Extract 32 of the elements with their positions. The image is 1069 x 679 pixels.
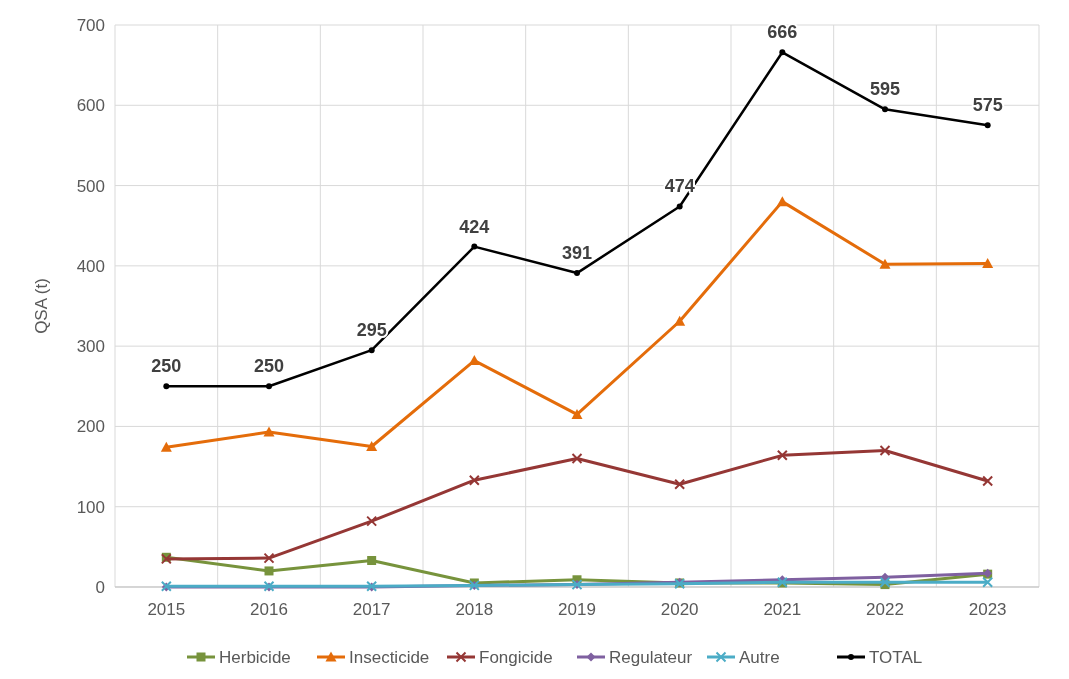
x-tick-label: 2023 (968, 600, 1007, 619)
y-tick-label: 100 (76, 497, 105, 517)
x-tick-label: 2019 (558, 600, 596, 619)
x-tick-label: 2017 (352, 600, 391, 619)
y-tick-label: 300 (76, 337, 105, 357)
data-label: 250 (151, 356, 182, 377)
y-tick-label: 600 (76, 96, 105, 116)
x-tick-label: 2018 (455, 600, 494, 619)
y-axis-title: QSA (t) (32, 278, 51, 334)
x-tick-label: 2021 (763, 600, 802, 619)
y-tick-label: 500 (76, 176, 105, 196)
x-tick-label: 2022 (866, 600, 904, 619)
y-tick-label: 400 (76, 256, 105, 276)
legend-label: Autre (739, 647, 780, 667)
legend-label: Fongicide (479, 647, 553, 667)
x-tick-label: 2020 (660, 600, 699, 619)
data-label: 250 (253, 356, 285, 377)
legend-label: TOTAL (869, 647, 923, 667)
legend-label: Insecticide (349, 647, 430, 667)
y-tick-label: 700 (76, 15, 105, 35)
legend-label: Herbicide (219, 647, 291, 667)
data-label: 666 (767, 22, 798, 43)
y-tick-label: 0 (95, 577, 105, 597)
data-label: 575 (972, 95, 1003, 116)
y-tick-label: 200 (76, 417, 105, 437)
x-tick-label: 2016 (250, 600, 288, 619)
data-label: 595 (869, 79, 901, 100)
data-label: 295 (356, 320, 387, 341)
data-label: 424 (459, 216, 490, 237)
legend-label: Regulateur (609, 647, 693, 667)
data-label: 391 (561, 243, 593, 264)
x-tick-label: 2015 (147, 600, 186, 619)
